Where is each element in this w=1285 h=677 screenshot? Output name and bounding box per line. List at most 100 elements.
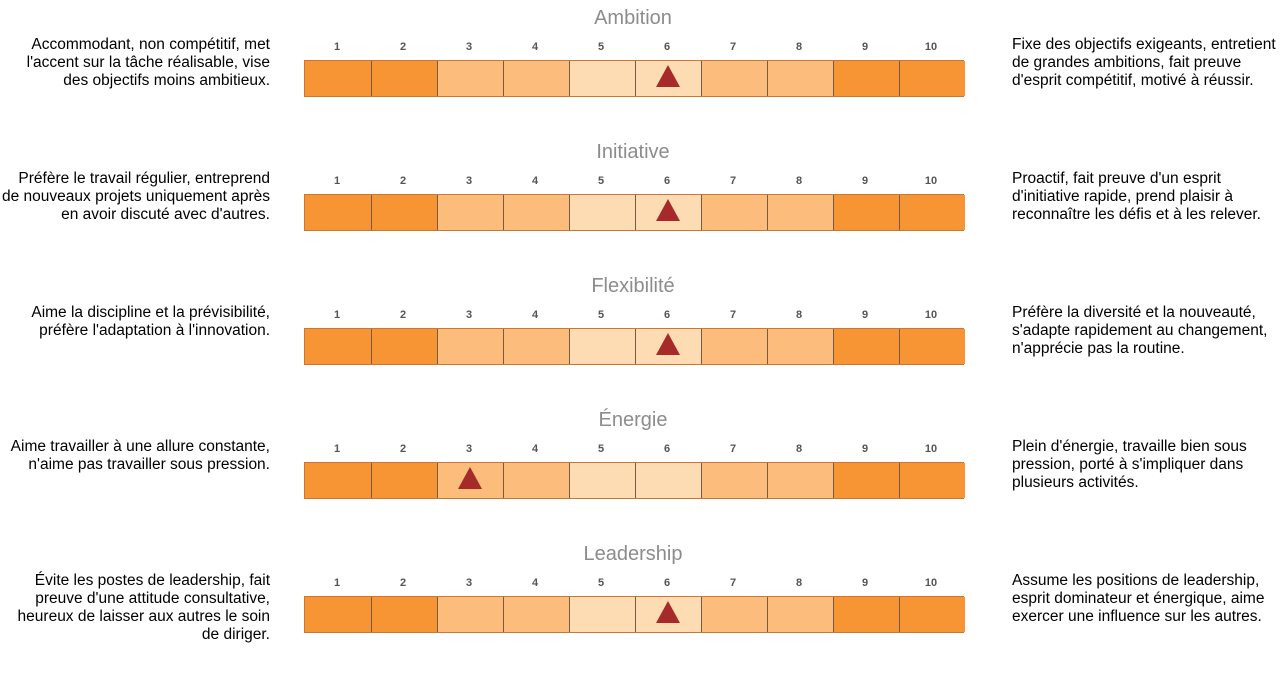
scale-segment xyxy=(701,195,767,230)
scale-segment xyxy=(569,195,635,230)
scale-segment xyxy=(503,463,569,498)
low-end-description: Évite les postes de leadership, fait pre… xyxy=(17,572,270,643)
low-end-description: Aime la discipline et la prévisibilité, … xyxy=(31,304,270,339)
scale-bar xyxy=(304,194,965,231)
tick-label: 4 xyxy=(531,577,539,589)
high-end-description: Assume les positions de leadership, espr… xyxy=(1012,572,1265,625)
scale-segment xyxy=(767,329,833,364)
tick-label: 2 xyxy=(399,309,407,321)
scale-bar xyxy=(304,462,965,499)
scale-segment xyxy=(305,195,371,230)
scale-segment xyxy=(767,61,833,96)
tick-label: 2 xyxy=(399,41,407,53)
tick-label: 8 xyxy=(795,41,803,53)
scale-segment xyxy=(833,329,899,364)
scale-segment xyxy=(635,463,701,498)
high-end-description: Préfère la diversité et la nouveauté, s'… xyxy=(1012,304,1268,357)
tick-labels: 1 2 3 4 5 6 7 8 9 10 xyxy=(304,576,964,590)
scale-segment xyxy=(767,597,833,632)
scale-bar xyxy=(304,60,965,97)
scale-row: Initiative Préfère le travail régulier, e… xyxy=(0,134,1285,268)
tick-label: 5 xyxy=(597,175,605,187)
tick-label: 7 xyxy=(729,309,737,321)
scale-segment xyxy=(767,463,833,498)
tick-label: 1 xyxy=(333,443,341,455)
tick-label: 5 xyxy=(597,309,605,321)
scale-segment xyxy=(437,195,503,230)
tick-label: 4 xyxy=(531,175,539,187)
tick-label: 8 xyxy=(795,309,803,321)
score-marker-triangle xyxy=(656,65,680,87)
low-end-description: Accommodant, non compétitif, met l'accen… xyxy=(26,36,270,89)
tick-label: 7 xyxy=(729,577,737,589)
scale-segment xyxy=(503,329,569,364)
tick-label: 1 xyxy=(333,175,341,187)
scale-segment xyxy=(305,597,371,632)
tick-label: 7 xyxy=(729,175,737,187)
high-end-description: Fixe des objectifs exigeants, entretient… xyxy=(1012,36,1276,89)
tick-labels: 1 2 3 4 5 6 7 8 9 10 xyxy=(304,442,964,456)
tick-label: 3 xyxy=(465,41,473,53)
tick-label: 10 xyxy=(924,577,938,589)
low-end-description: Préfère le travail régulier, entreprend … xyxy=(2,170,270,223)
scale-segment xyxy=(437,597,503,632)
scale-segment xyxy=(305,463,371,498)
score-marker-triangle xyxy=(458,467,482,489)
scale-segment xyxy=(305,329,371,364)
tick-label: 6 xyxy=(663,41,671,53)
low-end-description: Aime travailler à une allure constante, … xyxy=(10,438,270,473)
scale-segment xyxy=(437,61,503,96)
scale-title: Ambition xyxy=(594,7,672,29)
scale-segment xyxy=(569,463,635,498)
tick-label: 8 xyxy=(795,577,803,589)
scale-segment xyxy=(371,463,437,498)
scale-segment xyxy=(371,597,437,632)
tick-label: 1 xyxy=(333,309,341,321)
scale-title: Flexibilité xyxy=(591,275,675,297)
tick-label: 3 xyxy=(465,443,473,455)
tick-label: 5 xyxy=(597,41,605,53)
tick-label: 9 xyxy=(861,577,869,589)
scale-title: Leadership xyxy=(583,543,683,565)
tick-label: 7 xyxy=(729,443,737,455)
scale-segment xyxy=(569,61,635,96)
scale-segment xyxy=(371,329,437,364)
tick-label: 5 xyxy=(597,443,605,455)
scale-segment xyxy=(503,195,569,230)
scale-segment xyxy=(569,329,635,364)
scale-segment xyxy=(371,61,437,96)
tick-label: 4 xyxy=(531,41,539,53)
scale-segment xyxy=(833,597,899,632)
tick-label: 5 xyxy=(597,577,605,589)
scale-segment xyxy=(833,463,899,498)
tick-label: 3 xyxy=(465,175,473,187)
tick-label: 1 xyxy=(333,41,341,53)
scale-segment xyxy=(833,61,899,96)
scale-segment xyxy=(371,195,437,230)
tick-label: 4 xyxy=(531,309,539,321)
scale-row: Flexibilité Aime la discipline et la prév… xyxy=(0,268,1285,402)
tick-labels: 1 2 3 4 5 6 7 8 9 10 xyxy=(304,308,964,322)
scale-segment xyxy=(503,597,569,632)
tick-label: 8 xyxy=(795,175,803,187)
tick-label: 8 xyxy=(795,443,803,455)
tick-label: 1 xyxy=(333,577,341,589)
scale-segment xyxy=(701,329,767,364)
tick-label: 3 xyxy=(465,309,473,321)
tick-label: 3 xyxy=(465,577,473,589)
scale-segment xyxy=(701,597,767,632)
scale-row: Énergie Aime travailler à une allure cons… xyxy=(0,402,1285,536)
score-marker-triangle xyxy=(656,199,680,221)
tick-label: 6 xyxy=(663,175,671,187)
tick-label: 2 xyxy=(399,577,407,589)
scale-segment xyxy=(569,597,635,632)
tick-label: 10 xyxy=(924,175,938,187)
tick-label: 9 xyxy=(861,41,869,53)
tick-label: 2 xyxy=(399,175,407,187)
tick-labels: 1 2 3 4 5 6 7 8 9 10 xyxy=(304,40,964,54)
scale-row: Leadership Évite les postes de leadership… xyxy=(0,536,1285,670)
scale-bar xyxy=(304,596,965,633)
scale-segment xyxy=(305,61,371,96)
high-end-description: Plein d'énergie, travaille bien sous pre… xyxy=(1012,438,1247,491)
tick-label: 2 xyxy=(399,443,407,455)
